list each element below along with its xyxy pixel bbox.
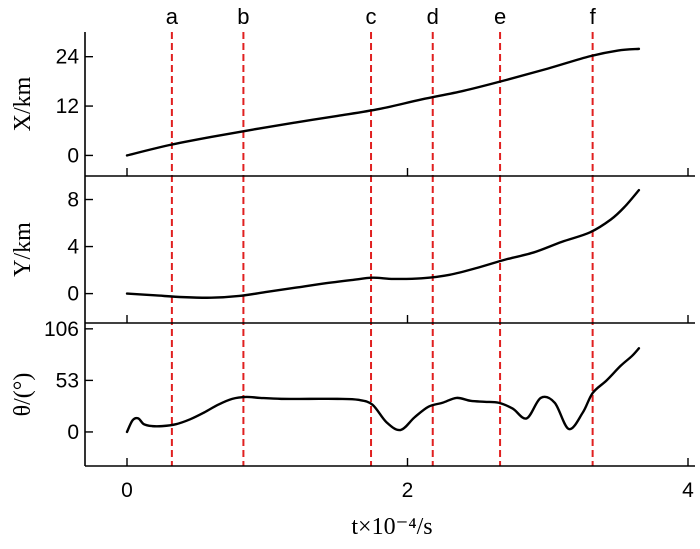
marker-label-c: c <box>366 4 377 29</box>
marker-label-d: d <box>427 4 439 29</box>
x-tick-label: 0 <box>121 479 133 502</box>
x-tick-label: 4 <box>682 479 694 502</box>
panel-0-y-tick-label: 24 <box>56 46 80 69</box>
panel-0-y-tick-label: 0 <box>67 144 79 167</box>
marker-label-f: f <box>590 4 597 29</box>
panel-0-y-tick-label: 12 <box>56 95 79 118</box>
panel-y: 0 4 8 Y/km <box>10 176 695 324</box>
panel-0-y-label: X/km <box>10 76 36 131</box>
panel-1-y-tick-label: 0 <box>67 283 79 306</box>
panel-2-y-tick-label: 0 <box>67 421 79 444</box>
marker-label-e: e <box>494 4 506 29</box>
marker-label-b: b <box>237 4 249 29</box>
panel-theta: 0 53 106 θ/(°) <box>10 318 695 467</box>
panel-1-series-line <box>125 188 641 299</box>
panel-0-series-line <box>125 47 641 157</box>
marker-lines: a b c d e f <box>166 4 597 466</box>
marker-label-a: a <box>166 4 179 29</box>
panel-2-y-tick-label: 106 <box>44 318 79 341</box>
panel-1-y-tick-label: 4 <box>67 236 79 259</box>
x-axis-label: t×10⁻⁴/s <box>351 514 432 540</box>
x-tick-label: 2 <box>402 479 414 502</box>
panel-1-y-tick-label: 8 <box>67 189 79 212</box>
panel-1-y-label: Y/km <box>10 222 36 277</box>
panel-x: 0 12 24 X/km <box>10 32 695 177</box>
panel-2-y-tick-label: 53 <box>56 369 79 392</box>
panel-2-series-line <box>125 347 641 434</box>
panel-2-y-label: θ/(°) <box>10 373 36 417</box>
x-axis: 0 2 4 <box>121 479 694 502</box>
